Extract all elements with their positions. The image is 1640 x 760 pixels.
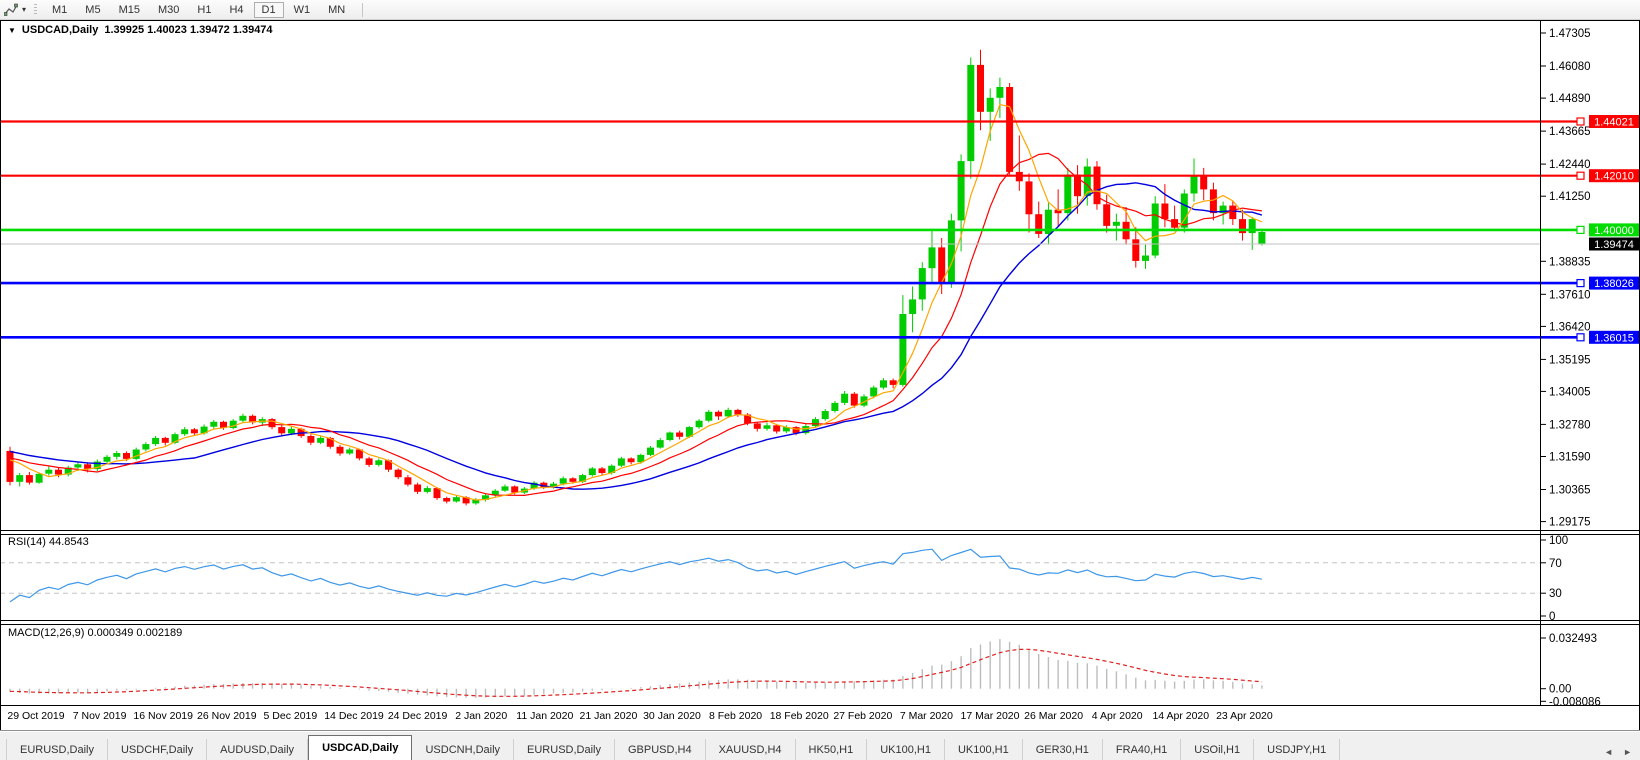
svg-text:1.43665: 1.43665	[1549, 126, 1591, 138]
svg-text:1.44890: 1.44890	[1549, 93, 1591, 105]
timeframe-button-w1[interactable]: W1	[286, 2, 319, 18]
tab-scroll-arrows: ◄ ►	[1604, 747, 1640, 760]
svg-text:7 Mar 2020: 7 Mar 2020	[900, 710, 953, 722]
timeframe-button-h4[interactable]: H4	[221, 2, 251, 18]
svg-text:23 Apr 2020: 23 Apr 2020	[1216, 710, 1273, 722]
svg-text:27 Feb 2020: 27 Feb 2020	[833, 710, 892, 722]
svg-text:1.29175: 1.29175	[1549, 517, 1591, 529]
toolbar-grip	[34, 3, 38, 16]
svg-text:24 Dec 2019: 24 Dec 2019	[388, 710, 448, 722]
tab-usdchf-daily-1[interactable]: USDCHF,Daily	[108, 739, 208, 760]
svg-text:16 Nov 2019: 16 Nov 2019	[133, 710, 193, 722]
svg-text:1.41250: 1.41250	[1549, 191, 1591, 203]
svg-text:11 Jan 2020: 11 Jan 2020	[516, 710, 573, 722]
tab-usoil-h1-13[interactable]: USOil,H1	[1181, 739, 1255, 760]
tab-ger30-h1-11[interactable]: GER30,H1	[1023, 739, 1103, 760]
svg-text:17 Mar 2020: 17 Mar 2020	[961, 710, 1020, 722]
tab-hk50-h1-8[interactable]: HK50,H1	[796, 739, 868, 760]
svg-text:14 Dec 2019: 14 Dec 2019	[324, 710, 384, 722]
svg-text:1.47305: 1.47305	[1549, 28, 1591, 40]
chart-title: ▼ USDCAD,Daily 1.39925 1.40023 1.39472 1…	[8, 24, 273, 36]
symbol-tab-bar: EURUSD,Daily USDCHF,Daily AUDUSD,Daily USDC…	[0, 730, 1640, 760]
macd-label: MACD(12,26,9) 0.000349 0.002189	[8, 627, 183, 639]
svg-text:100: 100	[1549, 535, 1568, 547]
tab-eurusd-daily-0[interactable]: EURUSD,Daily	[6, 739, 108, 760]
tab-fra40-h1-12[interactable]: FRA40,H1	[1103, 739, 1182, 760]
timeframe-button-d1[interactable]: D1	[253, 1, 284, 18]
svg-text:1.46080: 1.46080	[1549, 61, 1591, 73]
tab-usdcnh-daily-4[interactable]: USDCNH,Daily	[412, 739, 515, 760]
chart-ohlc-values: 1.39925 1.40023 1.39472 1.39474	[104, 24, 273, 36]
price-axis[interactable]	[1541, 20, 1640, 706]
timeframe-button-m1[interactable]: M1	[44, 2, 75, 18]
svg-text:2 Jan 2020: 2 Jan 2020	[455, 710, 507, 722]
svg-text:4 Apr 2020: 4 Apr 2020	[1092, 710, 1143, 722]
tab-eurusd-daily-5[interactable]: EURUSD,Daily	[514, 739, 615, 760]
svg-text:1.37610: 1.37610	[1549, 289, 1591, 301]
svg-text:26 Nov 2019: 26 Nov 2019	[197, 710, 257, 722]
svg-text:1.42440: 1.42440	[1549, 159, 1591, 171]
svg-text:21 Jan 2020: 21 Jan 2020	[579, 710, 637, 722]
time-axis[interactable]	[0, 706, 1640, 730]
timeframe-button-m5[interactable]: M5	[77, 2, 108, 18]
tab-uk100-h1-10[interactable]: UK100,H1	[945, 739, 1023, 760]
svg-text:1.38835: 1.38835	[1549, 256, 1591, 268]
tabs-scroll-left-icon[interactable]: ◄	[1604, 747, 1614, 757]
svg-text:5 Dec 2019: 5 Dec 2019	[264, 710, 318, 722]
rsi-label: RSI(14) 44.8543	[8, 536, 89, 548]
top-toolbar: ▾ M1 M5 M15 M30 H1 H4 D1 W1 MN	[0, 0, 1640, 20]
tab-gbpusd-h4-6[interactable]: GBPUSD,H4	[615, 739, 706, 760]
svg-text:1.39474: 1.39474	[1594, 239, 1634, 251]
svg-text:1.31590: 1.31590	[1549, 452, 1591, 464]
svg-text:29 Oct 2019: 29 Oct 2019	[7, 710, 64, 722]
svg-text:1.40000: 1.40000	[1594, 225, 1634, 237]
svg-text:1.44021: 1.44021	[1594, 117, 1634, 129]
timeframe-button-m15[interactable]: M15	[111, 2, 148, 18]
chart-symbol-label: USDCAD,Daily	[21, 24, 99, 36]
tab-audusd-daily-2[interactable]: AUDUSD,Daily	[207, 739, 309, 760]
svg-text:30 Jan 2020: 30 Jan 2020	[643, 710, 701, 722]
svg-text:70: 70	[1549, 558, 1562, 570]
timeframe-button-m30[interactable]: M30	[150, 2, 187, 18]
svg-text:1.38026: 1.38026	[1594, 278, 1634, 290]
line-studies-icon[interactable]	[0, 2, 21, 18]
toolbar-separator	[362, 2, 364, 17]
tab-usdjpy-h1-14[interactable]: USDJPY,H1	[1254, 739, 1341, 760]
svg-text:1.32780: 1.32780	[1549, 419, 1591, 431]
timeframe-button-h1[interactable]: H1	[189, 2, 219, 18]
svg-text:1.42010: 1.42010	[1594, 171, 1634, 183]
title-collapse-icon[interactable]: ▼	[8, 25, 16, 35]
svg-text:26 Mar 2020: 26 Mar 2020	[1024, 710, 1083, 722]
svg-text:14 Apr 2020: 14 Apr 2020	[1152, 710, 1209, 722]
tabs-scroll-right-icon[interactable]: ►	[1623, 747, 1632, 757]
line-studies-icon-glyph	[4, 3, 18, 16]
svg-text:1.34005: 1.34005	[1549, 386, 1591, 398]
svg-text:1.30365: 1.30365	[1549, 485, 1591, 497]
svg-text:-0.008086: -0.008086	[1549, 696, 1601, 708]
timeframe-button-group: M1 M5 M15 M30 H1 H4 D1 W1 MN	[43, 1, 354, 18]
symbol-tabs: EURUSD,Daily USDCHF,Daily AUDUSD,Daily USDC…	[0, 735, 1341, 760]
svg-text:0.032493: 0.032493	[1549, 633, 1597, 645]
svg-text:1.36015: 1.36015	[1594, 332, 1634, 344]
tab-uk100-h1-9[interactable]: UK100,H1	[867, 739, 945, 760]
svg-text:8 Feb 2020: 8 Feb 2020	[709, 710, 762, 722]
svg-text:0.00: 0.00	[1549, 684, 1571, 696]
svg-text:18 Feb 2020: 18 Feb 2020	[770, 710, 829, 722]
svg-text:7 Nov 2019: 7 Nov 2019	[73, 710, 127, 722]
svg-text:0: 0	[1549, 611, 1555, 623]
svg-text:1.35195: 1.35195	[1549, 354, 1591, 366]
chevron-down-icon[interactable]: ▾	[22, 5, 27, 14]
timeframe-button-mn[interactable]: MN	[320, 2, 353, 18]
tab-xauusd-h4-7[interactable]: XAUUSD,H4	[706, 739, 796, 760]
svg-text:30: 30	[1549, 588, 1562, 600]
tab-usdcad-daily-3[interactable]: USDCAD,Daily	[308, 735, 413, 760]
svg-text:1.36420: 1.36420	[1549, 321, 1591, 333]
